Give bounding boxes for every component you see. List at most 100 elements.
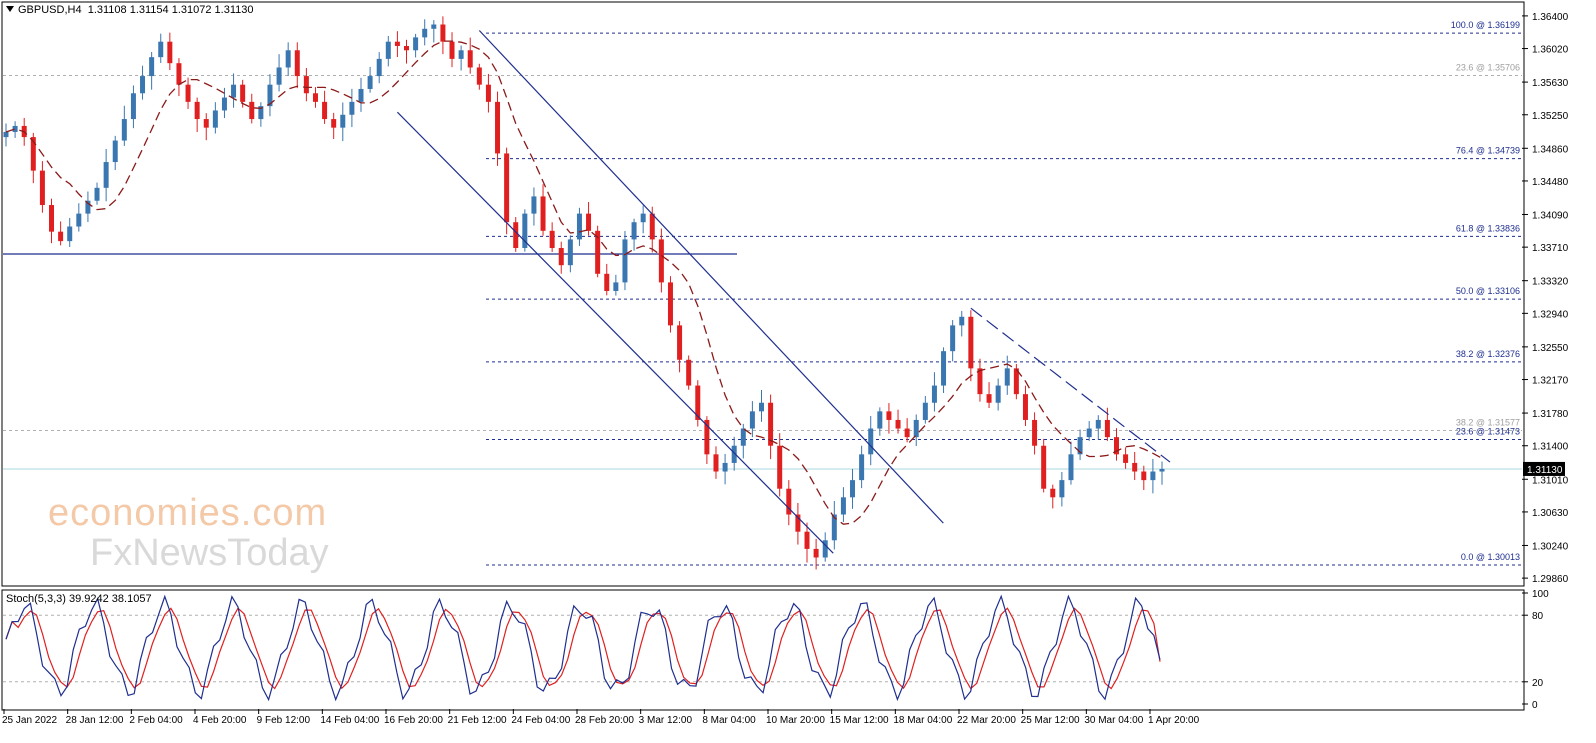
stoch-panel-frame [1, 589, 1525, 711]
stoch-tick-label: 80 [1532, 611, 1544, 622]
price-tick-label: 1.35250 [1532, 111, 1569, 122]
current-price-label: 1.31130 [1527, 465, 1563, 476]
candle-body [285, 50, 291, 68]
candle-body [667, 282, 673, 326]
candle-body [941, 351, 947, 386]
price-tick-label: 1.31780 [1532, 409, 1569, 420]
candle-body [931, 385, 937, 403]
candle-body [30, 137, 36, 171]
time-tick-label: 25 Mar 12:00 [1021, 715, 1080, 726]
candle-body [240, 84, 246, 102]
time-tick-label: 15 Mar 12:00 [830, 715, 889, 726]
candle-body [622, 239, 628, 283]
candle-body [1086, 428, 1092, 438]
candle-body [768, 402, 774, 446]
candle-body [722, 462, 728, 472]
candle-body [567, 239, 573, 266]
candle-body [977, 368, 983, 395]
candle-body [1050, 488, 1056, 498]
candle-body [604, 273, 610, 291]
price-tick-label: 1.34480 [1532, 177, 1569, 188]
fib-level-label: 100.0 @ 1.36199 [1451, 20, 1520, 30]
candle-body [850, 480, 856, 498]
candle-body [467, 50, 473, 68]
candle-body [576, 213, 582, 240]
time-tick-label: 14 Feb 04:00 [320, 715, 379, 726]
ohlc-values: 1.31108 1.31154 1.31072 1.31130 [87, 4, 254, 16]
candle-body [258, 106, 264, 120]
price-tick-label: 1.30630 [1532, 508, 1569, 519]
candle-body [513, 222, 519, 249]
candle-body [331, 119, 337, 128]
candle-body [358, 88, 364, 102]
candle-body [704, 419, 710, 455]
candle-body [922, 402, 928, 420]
candle-body [194, 101, 200, 120]
candle-body [649, 213, 655, 240]
candle-body [895, 419, 901, 429]
price-tick-label: 1.32940 [1532, 309, 1569, 320]
time-tick-label: 9 Feb 12:00 [257, 715, 311, 726]
price-tick-label: 1.33710 [1532, 243, 1569, 254]
time-tick-label: 25 Jan 2022 [2, 715, 57, 726]
watermark-economies: economies.com [48, 492, 328, 534]
fib-level-label: 76.4 @ 1.34739 [1456, 146, 1520, 156]
chart-header: GBPUSD,H4 1.31108 1.31154 1.31072 1.3113… [6, 4, 253, 16]
candle-body [1132, 462, 1138, 472]
candle-body [149, 57, 155, 77]
candle-body [276, 67, 282, 85]
candle-body [1150, 471, 1156, 481]
fib-level-label: 38.2 @ 1.32376 [1456, 349, 1520, 359]
price-tick-label: 1.29860 [1532, 574, 1569, 585]
candle-body [476, 67, 482, 85]
candle-body [813, 548, 819, 558]
stoch-signal-line [5, 607, 1161, 690]
candle-body [140, 76, 146, 94]
fib-level-label: 61.8 @ 1.33836 [1456, 223, 1520, 233]
candle-body [121, 119, 127, 141]
candle-body [39, 170, 45, 206]
candle-body [376, 58, 382, 77]
price-tick-label: 1.34860 [1532, 144, 1569, 155]
candles-group [3, 16, 1165, 570]
candle-body [49, 205, 55, 232]
time-tick-label: 28 Feb 20:00 [575, 715, 634, 726]
candle-body [868, 428, 874, 455]
candle-body [1077, 437, 1083, 455]
fib-grey-label: 38.2 @ 1.31577 [1456, 418, 1520, 428]
candle-body [212, 110, 218, 128]
candle-body [631, 222, 637, 240]
candle-body [1095, 419, 1101, 429]
candle-body [413, 37, 419, 51]
candle-body [968, 316, 974, 369]
candle-body [422, 28, 428, 38]
fib-grey-label: 23.6 @ 1.35706 [1456, 63, 1520, 73]
time-tick-label: 30 Mar 04:00 [1084, 715, 1143, 726]
candle-body [877, 411, 883, 429]
candle-body [886, 411, 892, 420]
candle-body [1059, 480, 1065, 498]
fib-level-label: 23.6 @ 1.31473 [1456, 426, 1520, 436]
dropdown-triangle-icon[interactable] [6, 6, 14, 12]
candle-body [804, 531, 810, 549]
candle-body [340, 114, 346, 128]
candle-body [303, 76, 309, 94]
price-tick-label: 1.34090 [1532, 210, 1569, 221]
candle-body [103, 162, 109, 188]
candle-body [94, 187, 100, 201]
stoch-tick-label: 20 [1532, 678, 1544, 689]
candle-body [950, 325, 956, 352]
candle-body [3, 131, 9, 138]
price-tick-label: 1.32170 [1532, 376, 1569, 387]
time-tick-label: 4 Feb 20:00 [193, 715, 247, 726]
price-tick-label: 1.36020 [1532, 45, 1569, 56]
time-tick-label: 18 Mar 04:00 [893, 715, 952, 726]
candle-body [458, 50, 464, 59]
current-price-marker [1523, 461, 1565, 476]
candle-body [449, 41, 455, 59]
candle-body [1113, 437, 1119, 455]
stoch-title: Stoch(5,3,3) 39.9242 38.1057 [6, 593, 152, 605]
candle-body [995, 385, 1001, 403]
time-tick-label: 28 Jan 12:00 [66, 715, 124, 726]
